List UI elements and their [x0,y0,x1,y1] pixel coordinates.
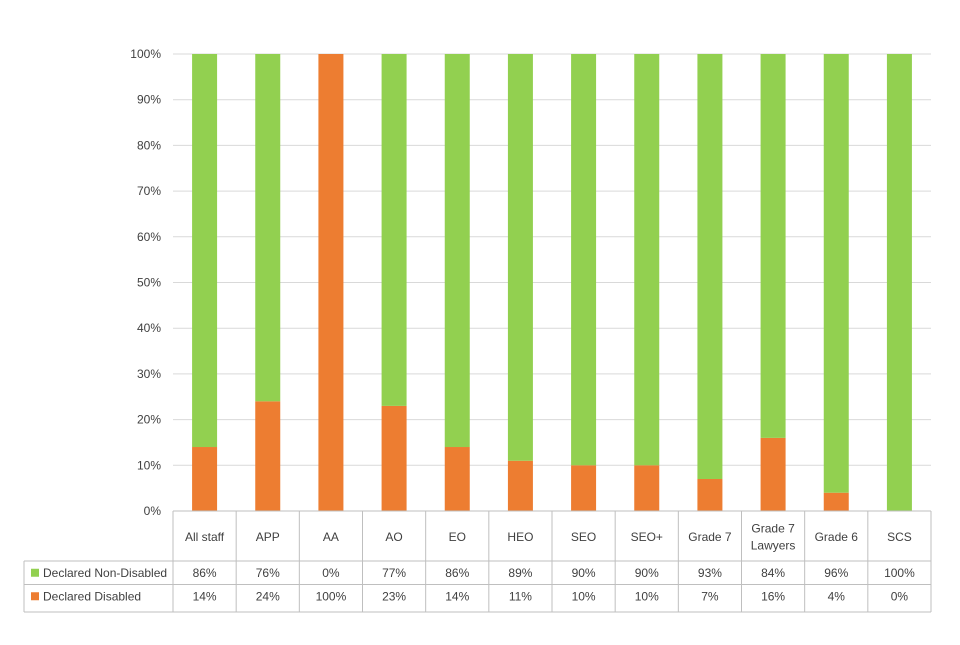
y-tick-label: 40% [137,321,161,335]
data-table-value: 14% [193,589,217,603]
bar-segment-disabled [444,447,470,511]
x-category-label: AO [385,530,402,544]
bars [192,54,912,511]
x-category-label: SEO+ [631,530,663,544]
x-category-label: Lawyers [751,539,796,553]
data-table-value: 86% [193,566,217,580]
data-table-value: 89% [508,566,532,580]
bar-segment-non-disabled [823,54,849,493]
data-table-value: 0% [322,566,340,580]
bar-segment-disabled [571,465,597,511]
bar-segment-non-disabled [507,54,533,461]
data-table-value: 10% [635,589,659,603]
bar-segment-non-disabled [192,54,218,448]
data-table-value: 10% [572,589,596,603]
x-category-label: HEO [507,530,533,544]
x-category-label: SEO [571,530,596,544]
y-tick-label: 30% [137,367,161,381]
y-tick-label: 60% [137,230,161,244]
data-table-value: 16% [761,589,785,603]
bar-segment-non-disabled [255,54,281,402]
y-tick-label: 10% [137,458,161,472]
bar-segment-non-disabled [886,54,912,511]
data-table-value: 0% [891,589,909,603]
data-table-value: 93% [698,566,722,580]
bar-segment-disabled [318,54,344,511]
bar-segment-disabled [507,460,533,511]
y-tick-label: 50% [137,276,161,290]
bar-segment-non-disabled [760,54,786,438]
data-table-value: 76% [256,566,280,580]
data-table-value: 77% [382,566,406,580]
y-tick-label: 0% [144,504,162,518]
gridlines [173,53,931,512]
legend-label: Declared Disabled [43,589,141,603]
data-table-value: 14% [445,589,469,603]
y-tick-label: 90% [137,93,161,107]
legend-swatch [31,592,39,601]
data-table-value: 86% [445,566,469,580]
data-table: All staff APP AA AO EO HEO SEO SEO+ Grade 7 Grade… [23,510,932,613]
bar-segment-non-disabled [444,54,470,448]
x-category-label: Grade 7 [751,522,795,536]
data-table-value: 84% [761,566,785,580]
y-tick-label: 70% [137,184,161,198]
bar-segment-non-disabled [634,54,660,466]
data-table-value: 100% [884,566,915,580]
y-tick-label: 80% [137,138,161,152]
legend-swatch [31,568,39,577]
x-category-label: All staff [185,530,225,544]
x-category-label: AA [323,530,339,544]
data-table-value: 7% [701,589,719,603]
bar-segment-disabled [192,447,218,511]
legend-label: Declared Non-Disabled [43,566,167,580]
bar-segment-non-disabled [381,54,407,406]
y-tick-label: 20% [137,413,161,427]
data-table-value: 23% [382,589,406,603]
x-category-label: EO [449,530,466,544]
x-category-label: Grade 7 [688,530,732,544]
data-table-value: 100% [316,589,347,603]
bar-segment-disabled [823,492,849,511]
x-category-label: SCS [887,530,912,544]
data-table-value: 24% [256,589,280,603]
data-table-value: 90% [572,566,596,580]
data-table-value: 11% [509,589,532,603]
bar-segment-disabled [760,437,786,511]
bar-segment-disabled [634,465,660,511]
x-category-label: Grade 6 [815,530,859,544]
y-tick-label: 100% [130,47,161,61]
y-axis-ticks: 0% 10% 20% 30% 40% 50% 60% 70% 80% 90% 100% [130,47,161,518]
bar-segment-disabled [697,479,723,511]
bar-segment-non-disabled [697,54,723,480]
bar-segment-disabled [255,401,281,511]
bar-segment-non-disabled [571,54,597,466]
bar-segment-disabled [381,405,407,511]
data-table-value: 90% [635,566,659,580]
x-category-label: APP [256,530,280,544]
data-table-value: 96% [824,566,848,580]
data-table-value: 4% [828,589,846,603]
